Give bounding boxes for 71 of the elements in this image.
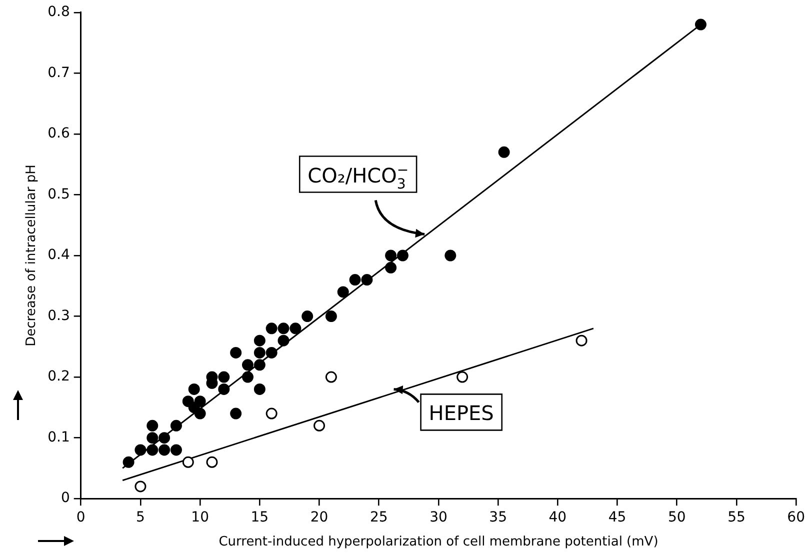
x-tick-label: 55 (728, 510, 746, 526)
point (576, 334, 588, 346)
point (498, 146, 510, 158)
point (134, 444, 146, 456)
point (444, 250, 456, 262)
point (230, 408, 242, 420)
point (182, 456, 194, 468)
point (146, 432, 158, 444)
y-tick-label: 0.6 (48, 126, 70, 142)
x-tick-label: 45 (608, 510, 626, 526)
x-tick-label: 20 (310, 510, 328, 526)
point (158, 444, 170, 456)
y-tick-label: 0.7 (48, 64, 70, 81)
point (396, 250, 408, 262)
point (254, 359, 266, 371)
y-tick-label: 0.4 (48, 247, 70, 264)
point (170, 420, 182, 432)
point (218, 371, 230, 383)
y-axis-title: Decrease of intracellular pH (24, 164, 40, 346)
point (456, 371, 468, 383)
point (266, 322, 278, 334)
point (218, 383, 230, 395)
annotation: HEPES (428, 401, 494, 426)
point (349, 274, 361, 286)
point (385, 262, 397, 274)
point (337, 286, 349, 298)
point (242, 371, 254, 383)
x-tick-label: 30 (430, 510, 448, 526)
x-tick-label: 60 (787, 510, 806, 526)
point (314, 420, 326, 432)
point (302, 310, 314, 322)
point (266, 346, 278, 358)
point (188, 383, 200, 395)
point (278, 334, 290, 346)
point (146, 420, 158, 432)
point (694, 18, 706, 30)
point (278, 322, 290, 334)
y-tick-label: 0 (60, 490, 70, 506)
x-tick-label: 0 (76, 510, 86, 526)
x-tick-label: 40 (548, 510, 567, 526)
point (170, 444, 182, 456)
point (206, 456, 218, 468)
point (122, 456, 134, 468)
x-tick-label: 50 (668, 510, 686, 526)
x-tick-label: 25 (370, 510, 388, 526)
point (230, 346, 242, 358)
x-axis-title: Current-induced hyperpolarization of cell membrane potential (mV) (218, 534, 658, 550)
point (194, 408, 206, 420)
point (146, 444, 158, 456)
x-tick-label: 10 (191, 510, 209, 526)
point (325, 371, 337, 383)
point (361, 274, 373, 286)
x-tick-label: 15 (250, 510, 269, 526)
y-tick-label: 0.5 (48, 186, 70, 202)
point (266, 408, 278, 420)
point (158, 432, 170, 444)
point (254, 334, 266, 346)
point (290, 322, 302, 334)
y-tick-label: 0.2 (48, 368, 70, 385)
point (385, 250, 397, 262)
y-tick-label: 0.8 (48, 4, 70, 20)
x-tick-label: 35 (489, 510, 507, 526)
point (134, 480, 146, 492)
point (194, 396, 206, 408)
x-tick-label: 5 (136, 510, 145, 526)
y-tick-label: 0.1 (48, 429, 70, 446)
point (254, 383, 266, 395)
point (242, 359, 254, 371)
y-tick-label: 0.3 (48, 308, 70, 324)
point (325, 310, 337, 322)
point (254, 346, 266, 358)
